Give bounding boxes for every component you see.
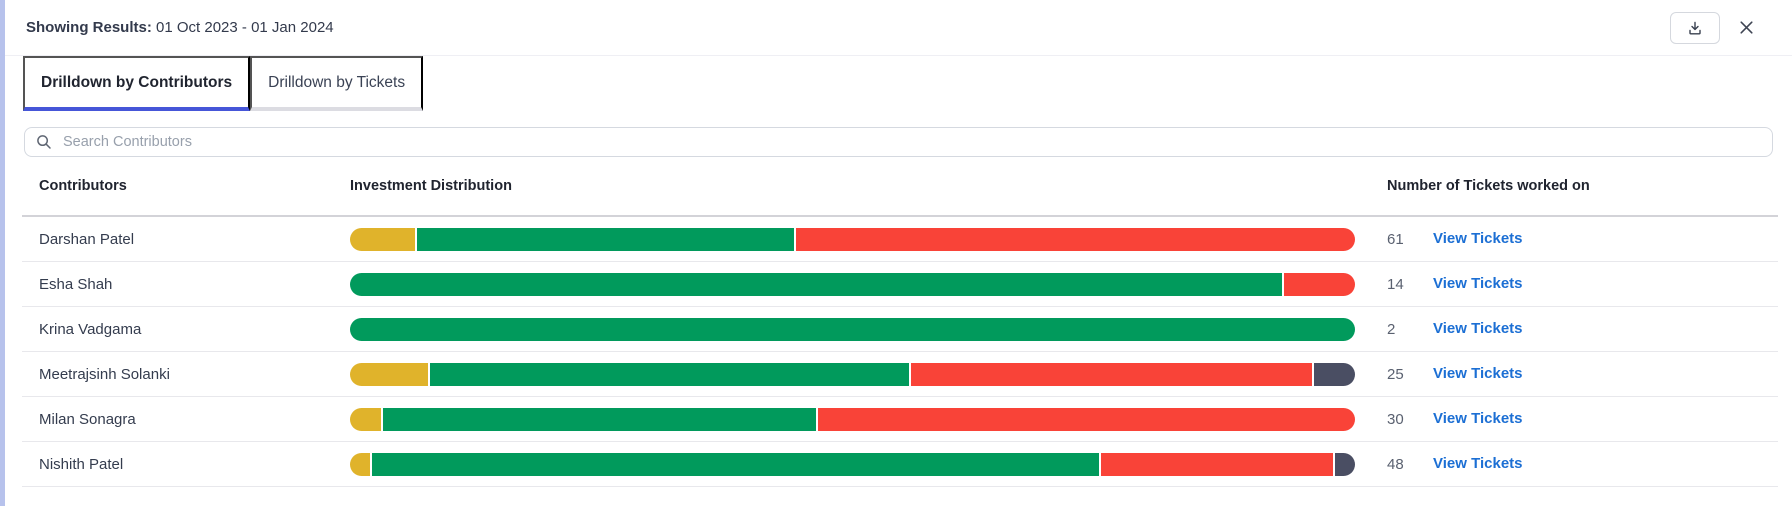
contributor-name: Meetrajsinh Solanki xyxy=(39,365,170,383)
table-row: Esha Shah 14 View Tickets xyxy=(22,262,1778,307)
contributor-name: Darshan Patel xyxy=(39,230,135,248)
bar-segment-red xyxy=(818,407,1355,431)
topbar: Showing Results: 01 Oct 2023 - 01 Jan 20… xyxy=(5,0,1792,56)
drilldown-panel: Showing Results: 01 Oct 2023 - 01 Jan 20… xyxy=(5,0,1792,506)
view-tickets-link[interactable]: View Tickets xyxy=(1433,365,1523,382)
panel-left-edge-strip xyxy=(0,0,5,506)
showing-results-text: Showing Results: 01 Oct 2023 - 01 Jan 20… xyxy=(26,19,334,36)
download-icon xyxy=(1687,20,1703,36)
view-tickets-link[interactable]: View Tickets xyxy=(1433,230,1523,247)
tickets-count: 14 xyxy=(1387,275,1404,293)
table-body: Darshan Patel 61 View Tickets Esha Shah … xyxy=(22,217,1778,487)
bar-segment-red xyxy=(1101,452,1334,476)
investment-distribution-bar xyxy=(350,227,1355,251)
table-row: Krina Vadgama 2 View Tickets xyxy=(22,307,1778,352)
tickets-count: 30 xyxy=(1387,410,1404,428)
contributor-name: Milan Sonagra xyxy=(39,410,136,428)
bar-segment-green xyxy=(417,227,795,251)
bar-segment-green xyxy=(371,452,1100,476)
search-icon xyxy=(35,133,53,156)
view-tickets-link[interactable]: View Tickets xyxy=(1433,275,1523,292)
bar-segment-red xyxy=(796,227,1355,251)
bar-segment-yellow xyxy=(350,452,370,476)
bar-segment-green xyxy=(350,272,1282,296)
bar-segment-yellow xyxy=(350,362,428,386)
tickets-count: 25 xyxy=(1387,365,1404,383)
column-header-tickets-worked-on: Number of Tickets worked on xyxy=(1387,178,1590,194)
view-tickets-link[interactable]: View Tickets xyxy=(1433,410,1523,427)
tab-drilldown-by-tickets[interactable]: Drilldown by Tickets xyxy=(250,56,424,111)
table-header-row: Contributors Investment Distribution Num… xyxy=(22,157,1778,217)
bar-segment-red xyxy=(911,362,1313,386)
close-icon xyxy=(1737,18,1756,37)
showing-results-label: Showing Results: xyxy=(26,19,152,36)
bar-segment-red xyxy=(1283,272,1355,296)
investment-distribution-bar xyxy=(350,317,1355,341)
investment-distribution-bar xyxy=(350,452,1355,476)
close-button[interactable] xyxy=(1734,16,1758,40)
table-row: Meetrajsinh Solanki 25 View Tickets xyxy=(22,352,1778,397)
bar-segment-dark xyxy=(1314,362,1355,386)
bar-segment-yellow xyxy=(350,227,416,251)
topbar-actions xyxy=(1670,11,1758,44)
tickets-count: 2 xyxy=(1387,320,1396,338)
contributor-name: Nishith Patel xyxy=(39,455,124,473)
drilldown-tabs: Drilldown by Contributors Drilldown by T… xyxy=(23,56,1792,111)
tickets-count: 61 xyxy=(1387,230,1404,248)
investment-distribution-bar xyxy=(350,407,1355,431)
table-row: Milan Sonagra 30 View Tickets xyxy=(22,397,1778,442)
contributors-table: Contributors Investment Distribution Num… xyxy=(22,157,1778,487)
tab-drilldown-by-contributors[interactable]: Drilldown by Contributors xyxy=(23,56,251,111)
investment-distribution-bar xyxy=(350,272,1355,296)
date-range-value: 01 Oct 2023 - 01 Jan 2024 xyxy=(156,19,334,36)
table-row: Darshan Patel 61 View Tickets xyxy=(22,217,1778,262)
column-header-contributors: Contributors xyxy=(39,178,127,194)
column-header-investment-distribution: Investment Distribution xyxy=(350,178,512,194)
table-row: Nishith Patel 48 View Tickets xyxy=(22,442,1778,487)
view-tickets-link[interactable]: View Tickets xyxy=(1433,320,1523,337)
bar-segment-dark xyxy=(1335,452,1355,476)
bar-segment-yellow xyxy=(350,407,382,431)
contributor-name: Esha Shah xyxy=(39,275,113,293)
tickets-count: 48 xyxy=(1387,455,1404,473)
download-button[interactable] xyxy=(1670,11,1720,44)
investment-distribution-bar xyxy=(350,362,1355,386)
bar-segment-green xyxy=(383,407,817,431)
bar-segment-green xyxy=(429,362,910,386)
bar-segment-green xyxy=(350,317,1355,341)
view-tickets-link[interactable]: View Tickets xyxy=(1433,455,1523,472)
contributor-name: Krina Vadgama xyxy=(39,320,142,338)
search-bar xyxy=(24,127,1773,157)
search-input[interactable] xyxy=(24,127,1773,157)
